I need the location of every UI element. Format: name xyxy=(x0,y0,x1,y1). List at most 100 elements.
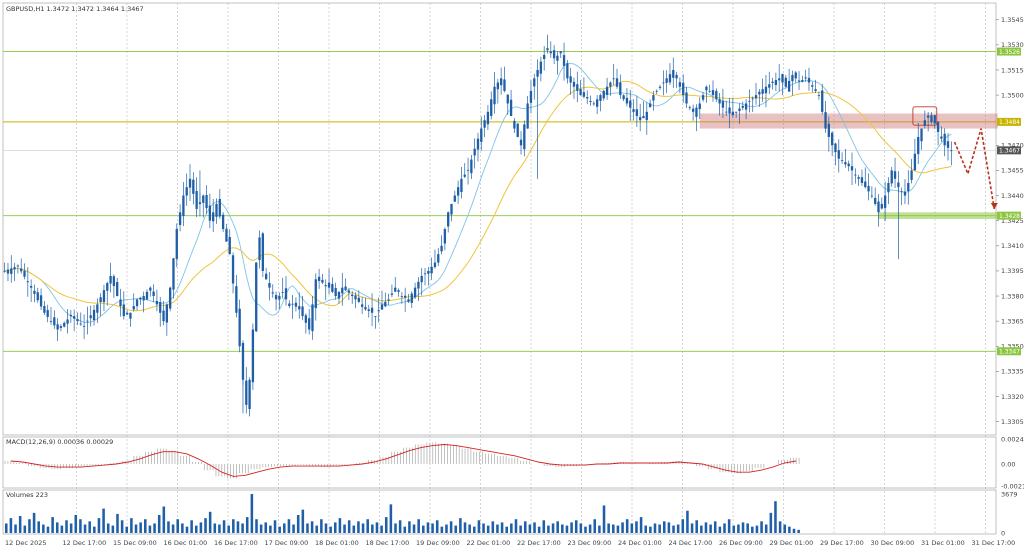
volume-bar xyxy=(454,525,458,533)
time-tick-label: 31 Dec 01:00 xyxy=(921,539,965,547)
level-tag xyxy=(997,117,1021,126)
candle-body xyxy=(410,293,413,303)
candle-body xyxy=(715,90,718,100)
candle-body xyxy=(499,78,503,86)
candle-body xyxy=(427,270,430,274)
candle-body xyxy=(132,306,135,310)
candle-body xyxy=(321,279,324,283)
volume-bar xyxy=(338,518,342,533)
forecast-arrowhead xyxy=(990,202,998,209)
candle-body xyxy=(850,166,854,171)
volume-bar xyxy=(519,525,522,533)
candle-body xyxy=(380,304,384,310)
candle-body xyxy=(354,295,357,300)
volume-bar xyxy=(672,525,675,533)
volume-bar xyxy=(278,526,281,533)
candle-body xyxy=(225,228,228,242)
candle-body xyxy=(351,294,354,297)
volume-bar xyxy=(755,525,759,533)
candle-body xyxy=(870,195,874,197)
candle-body xyxy=(539,61,543,74)
volume-bar xyxy=(384,517,388,533)
candle-body xyxy=(413,287,417,298)
level-tag-label: 1.3484 xyxy=(999,119,1020,126)
candle-body xyxy=(721,100,725,108)
candle-body xyxy=(625,97,629,104)
volume-bar xyxy=(547,525,550,533)
volume-bar xyxy=(394,523,397,533)
candle-body xyxy=(592,103,595,105)
volume-bar xyxy=(797,529,800,533)
candle-body xyxy=(82,325,86,327)
volume-bar xyxy=(366,519,369,533)
candle-body xyxy=(483,120,486,128)
resistance-zone xyxy=(699,113,998,129)
candle-body xyxy=(635,109,639,117)
price-tick-label: 1.3320 xyxy=(1001,393,1024,401)
candle-body xyxy=(711,90,715,96)
slow-ma-line xyxy=(4,80,952,312)
candle-body xyxy=(294,302,298,307)
candle-body xyxy=(936,121,940,132)
volume-bar xyxy=(236,521,240,533)
forecast-arrow xyxy=(953,128,998,210)
candle-body xyxy=(205,195,208,209)
volume-bar xyxy=(139,522,142,533)
volume-bar xyxy=(74,514,78,533)
volume-bar xyxy=(357,521,360,533)
candle-body xyxy=(506,94,509,104)
volume-bar xyxy=(667,522,671,533)
time-tick-label: 15 Dec 09:00 xyxy=(113,539,157,547)
volume-bar xyxy=(227,525,230,533)
candle-body xyxy=(92,309,96,321)
candle-body xyxy=(304,315,308,323)
candle-body xyxy=(893,171,897,179)
volume-bar xyxy=(32,512,36,533)
volume-bar xyxy=(287,519,291,533)
candle-body xyxy=(672,69,675,78)
volume-bar xyxy=(542,520,546,533)
candle-body xyxy=(13,267,16,270)
candle-body xyxy=(695,107,698,117)
candle-body xyxy=(923,120,926,126)
volume-bar xyxy=(588,524,592,533)
fast-ma-line xyxy=(4,62,952,324)
candle-body xyxy=(728,107,731,114)
candle-body xyxy=(950,150,953,152)
candle-body xyxy=(235,286,238,313)
candle-body xyxy=(874,197,877,204)
candle-body xyxy=(142,296,145,301)
candle-body xyxy=(761,89,764,94)
candle-body xyxy=(834,143,837,153)
volume-bar xyxy=(134,524,138,533)
candle-body xyxy=(741,105,744,108)
volume-bar xyxy=(296,514,300,533)
candle-body xyxy=(748,100,751,102)
candle-body xyxy=(460,178,463,193)
macd-signal-line xyxy=(10,444,797,477)
candle-body xyxy=(523,124,526,150)
volume-bar xyxy=(171,524,175,533)
volume-bar xyxy=(445,524,448,533)
level-tag-label: 1.3428 xyxy=(999,213,1020,220)
candle-body xyxy=(437,254,440,263)
candle-body xyxy=(708,90,711,92)
volume-bar xyxy=(269,525,272,533)
candle-body xyxy=(784,77,787,87)
volume-bar xyxy=(598,525,601,533)
volume-bar xyxy=(292,524,295,533)
time-tick-label: 17 Dec 09:00 xyxy=(265,539,309,547)
candle-body xyxy=(940,136,943,139)
candle-body xyxy=(705,86,708,91)
price-tick-label: 1.3545 xyxy=(1001,16,1024,24)
candle-body xyxy=(116,281,119,297)
volume-bar xyxy=(769,512,773,533)
candle-body xyxy=(903,191,907,196)
volume-bar xyxy=(120,520,124,533)
candle-body xyxy=(364,306,367,310)
candle-body xyxy=(668,74,672,83)
candle-body xyxy=(549,51,552,54)
candle-body xyxy=(933,115,936,124)
volume-bar xyxy=(422,525,425,533)
